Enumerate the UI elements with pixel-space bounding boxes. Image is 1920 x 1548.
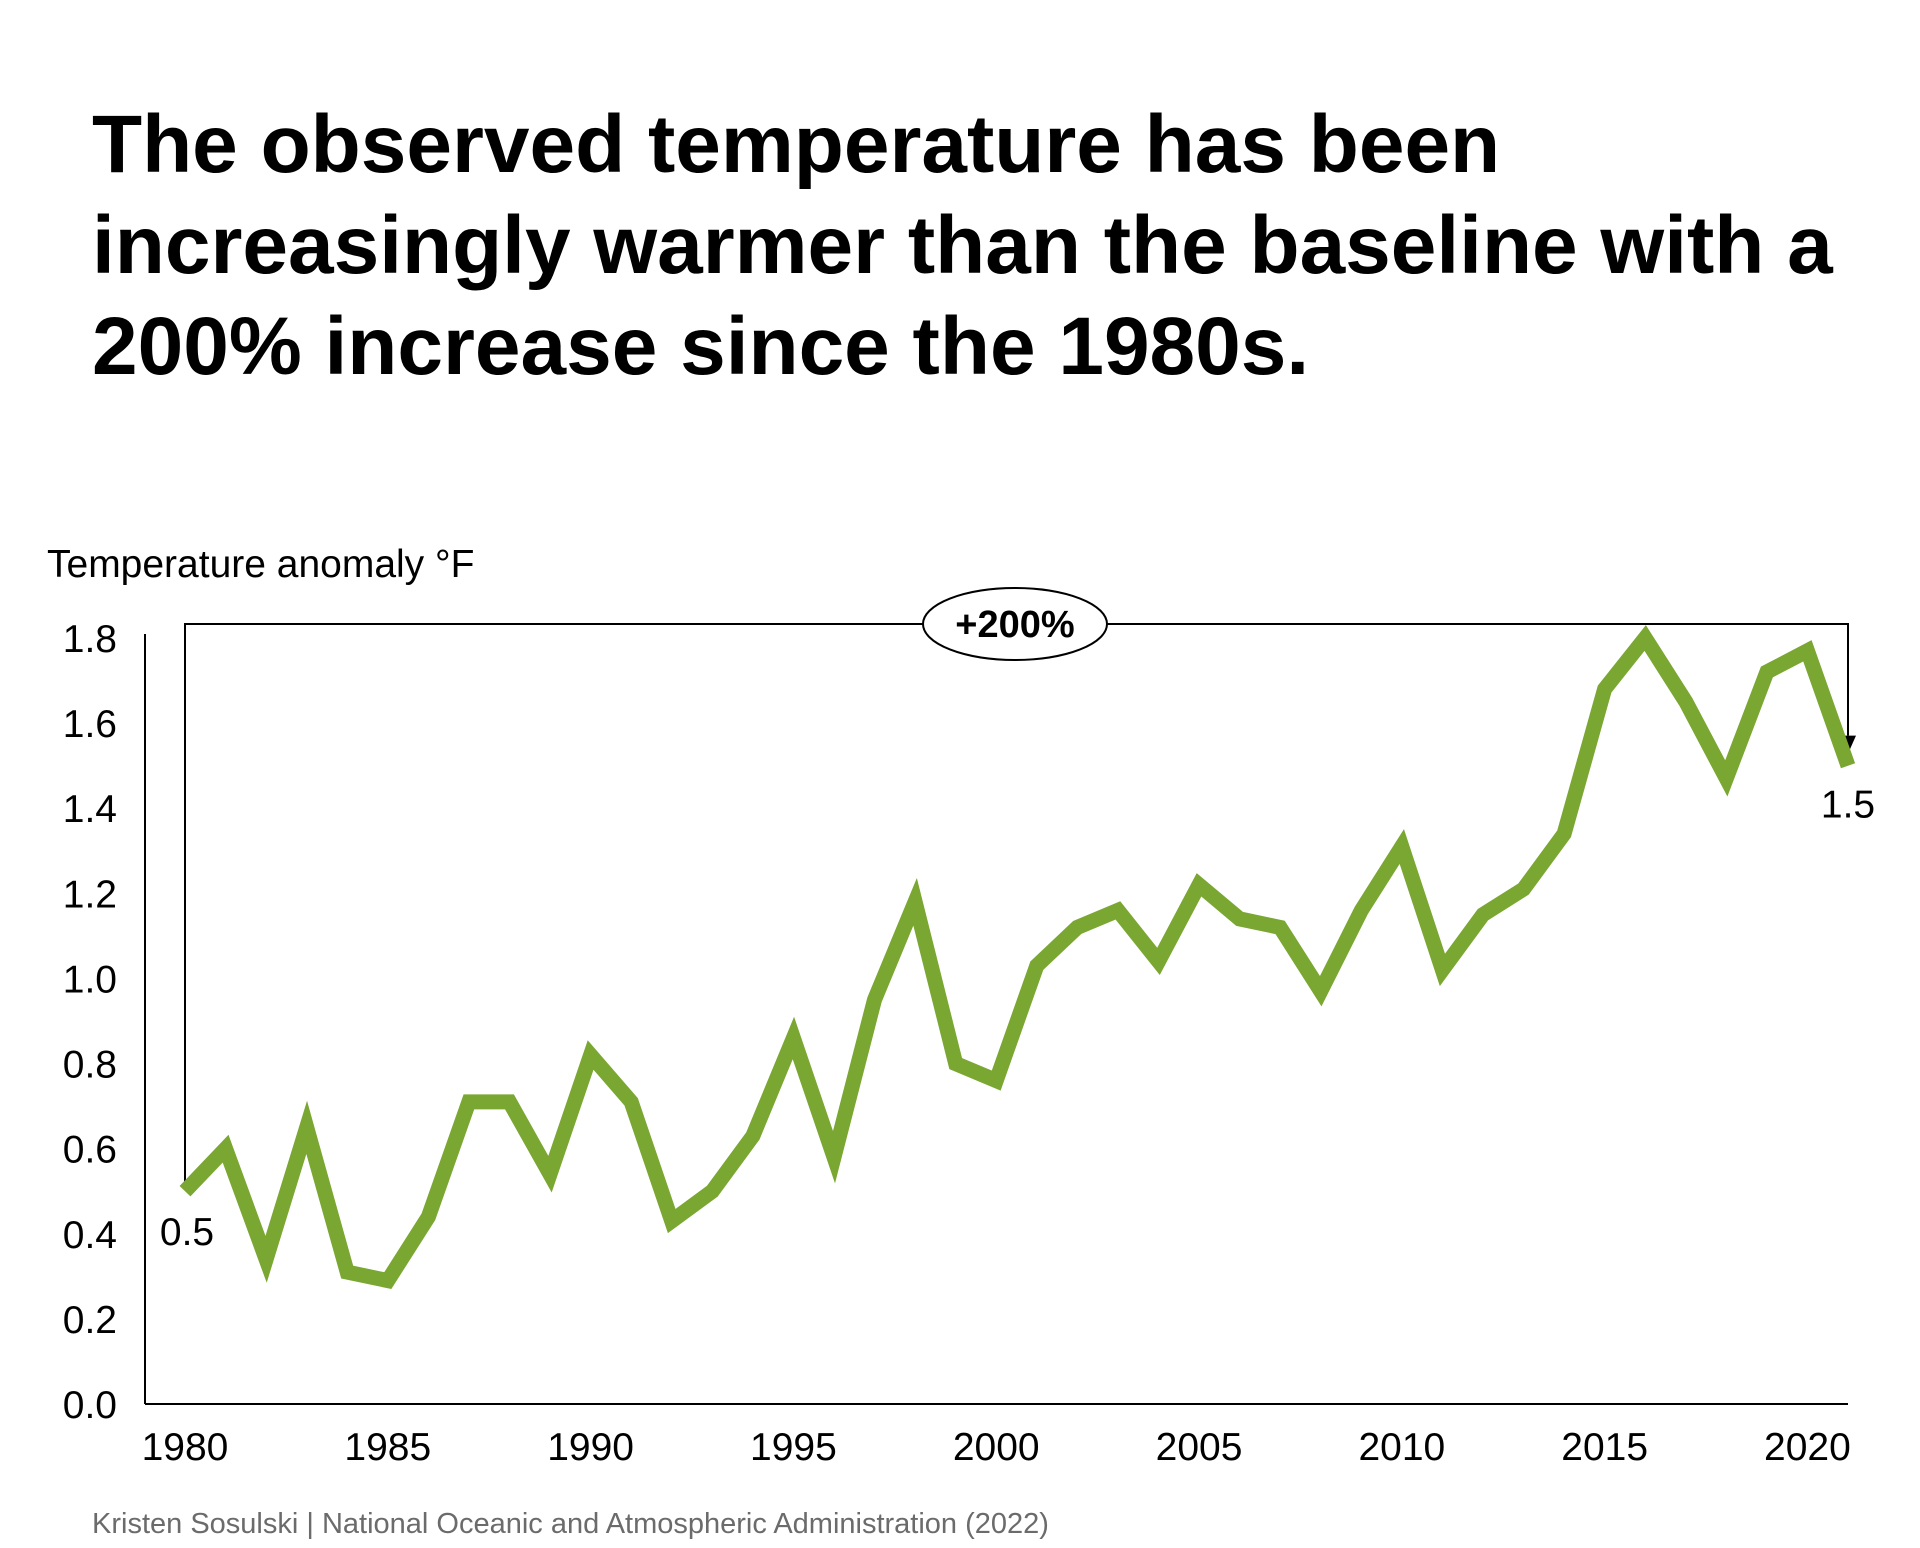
- data-points: [179, 632, 1854, 1287]
- data-point: [260, 1253, 272, 1265]
- y-tick-label: 0.8: [63, 1044, 117, 1087]
- headline: The observed temperature has been increa…: [92, 99, 1833, 392]
- data-point: [828, 1151, 840, 1163]
- y-axis-label: Temperature anomaly °F: [47, 543, 474, 586]
- end-value-label: 1.5: [1821, 784, 1875, 827]
- data-point: [179, 1185, 191, 1197]
- data-point: [666, 1215, 678, 1227]
- y-tick-label: 0.0: [63, 1384, 117, 1427]
- x-tick-label: 2015: [1561, 1426, 1648, 1469]
- y-axis-ticks: 0.0 0.2 0.4 0.6 0.8 1.0 1.2 1.4 1.6 1.8: [63, 618, 117, 1427]
- x-tick-label: 2020: [1764, 1426, 1851, 1469]
- data-point: [1031, 960, 1043, 972]
- data-point: [869, 994, 881, 1006]
- data-point: [1680, 696, 1692, 708]
- y-tick-label: 0.4: [63, 1214, 117, 1257]
- data-point: [301, 1121, 313, 1133]
- data-point: [1436, 964, 1448, 976]
- data-point: [990, 1075, 1002, 1087]
- y-tick-label: 1.6: [63, 703, 117, 746]
- data-point: [1639, 632, 1651, 644]
- y-tick-label: 0.2: [63, 1299, 117, 1342]
- data-point: [220, 1143, 232, 1155]
- start-value-label: 0.5: [160, 1211, 214, 1254]
- data-point: [422, 1211, 434, 1223]
- data-point: [1274, 921, 1286, 933]
- y-tick-label: 1.4: [63, 788, 117, 831]
- y-tick-label: 1.0: [63, 958, 117, 1001]
- data-point: [909, 896, 921, 908]
- data-point: [625, 1096, 637, 1108]
- data-point: [747, 1130, 759, 1142]
- data-point: [706, 1185, 718, 1197]
- x-tick-label: 1990: [547, 1426, 634, 1469]
- x-tick-label: 1995: [750, 1426, 837, 1469]
- data-point: [1071, 921, 1083, 933]
- annotations: 0.5 1.5: [160, 784, 1875, 1255]
- data-point: [1761, 666, 1773, 678]
- data-point: [1153, 955, 1165, 967]
- data-point: [1477, 909, 1489, 921]
- source-credit: Kristen Sosulski | National Oceanic and …: [92, 1508, 1049, 1540]
- series-line: [179, 625, 1856, 1290]
- data-point: [1720, 772, 1732, 784]
- x-tick-label: 2010: [1358, 1426, 1445, 1469]
- data-point: [1801, 645, 1813, 657]
- data-point: [1193, 879, 1205, 891]
- data-point: [1842, 760, 1854, 772]
- data-point: [950, 1058, 962, 1070]
- y-tick-label: 1.8: [63, 618, 117, 661]
- data-point: [382, 1275, 394, 1287]
- x-axis-ticks: 1980 1985 1990 1995 2000 2005 2010 2015 2020: [142, 1426, 1851, 1469]
- data-point: [504, 1096, 516, 1108]
- data-point: [463, 1096, 475, 1108]
- data-point: [787, 1032, 799, 1044]
- x-tick-label: 2005: [1156, 1426, 1243, 1469]
- data-point: [1315, 985, 1327, 997]
- data-point: [1558, 828, 1570, 840]
- data-point: [585, 1049, 597, 1061]
- x-tick-label: 1980: [142, 1426, 229, 1469]
- data-point: [341, 1266, 353, 1278]
- y-tick-label: 1.2: [63, 873, 117, 916]
- data-point: [1355, 904, 1367, 916]
- change-label: +200%: [955, 604, 1074, 646]
- data-point: [1396, 841, 1408, 853]
- data-point: [544, 1168, 556, 1180]
- data-point: [1234, 913, 1246, 925]
- change-bubble: [922, 587, 1108, 661]
- y-tick-label: 0.6: [63, 1129, 117, 1172]
- data-point: [1599, 683, 1611, 695]
- x-tick-label: 2000: [953, 1426, 1040, 1469]
- x-tick-label: 1985: [344, 1426, 431, 1469]
- data-point: [1112, 904, 1124, 916]
- data-point: [1518, 883, 1530, 895]
